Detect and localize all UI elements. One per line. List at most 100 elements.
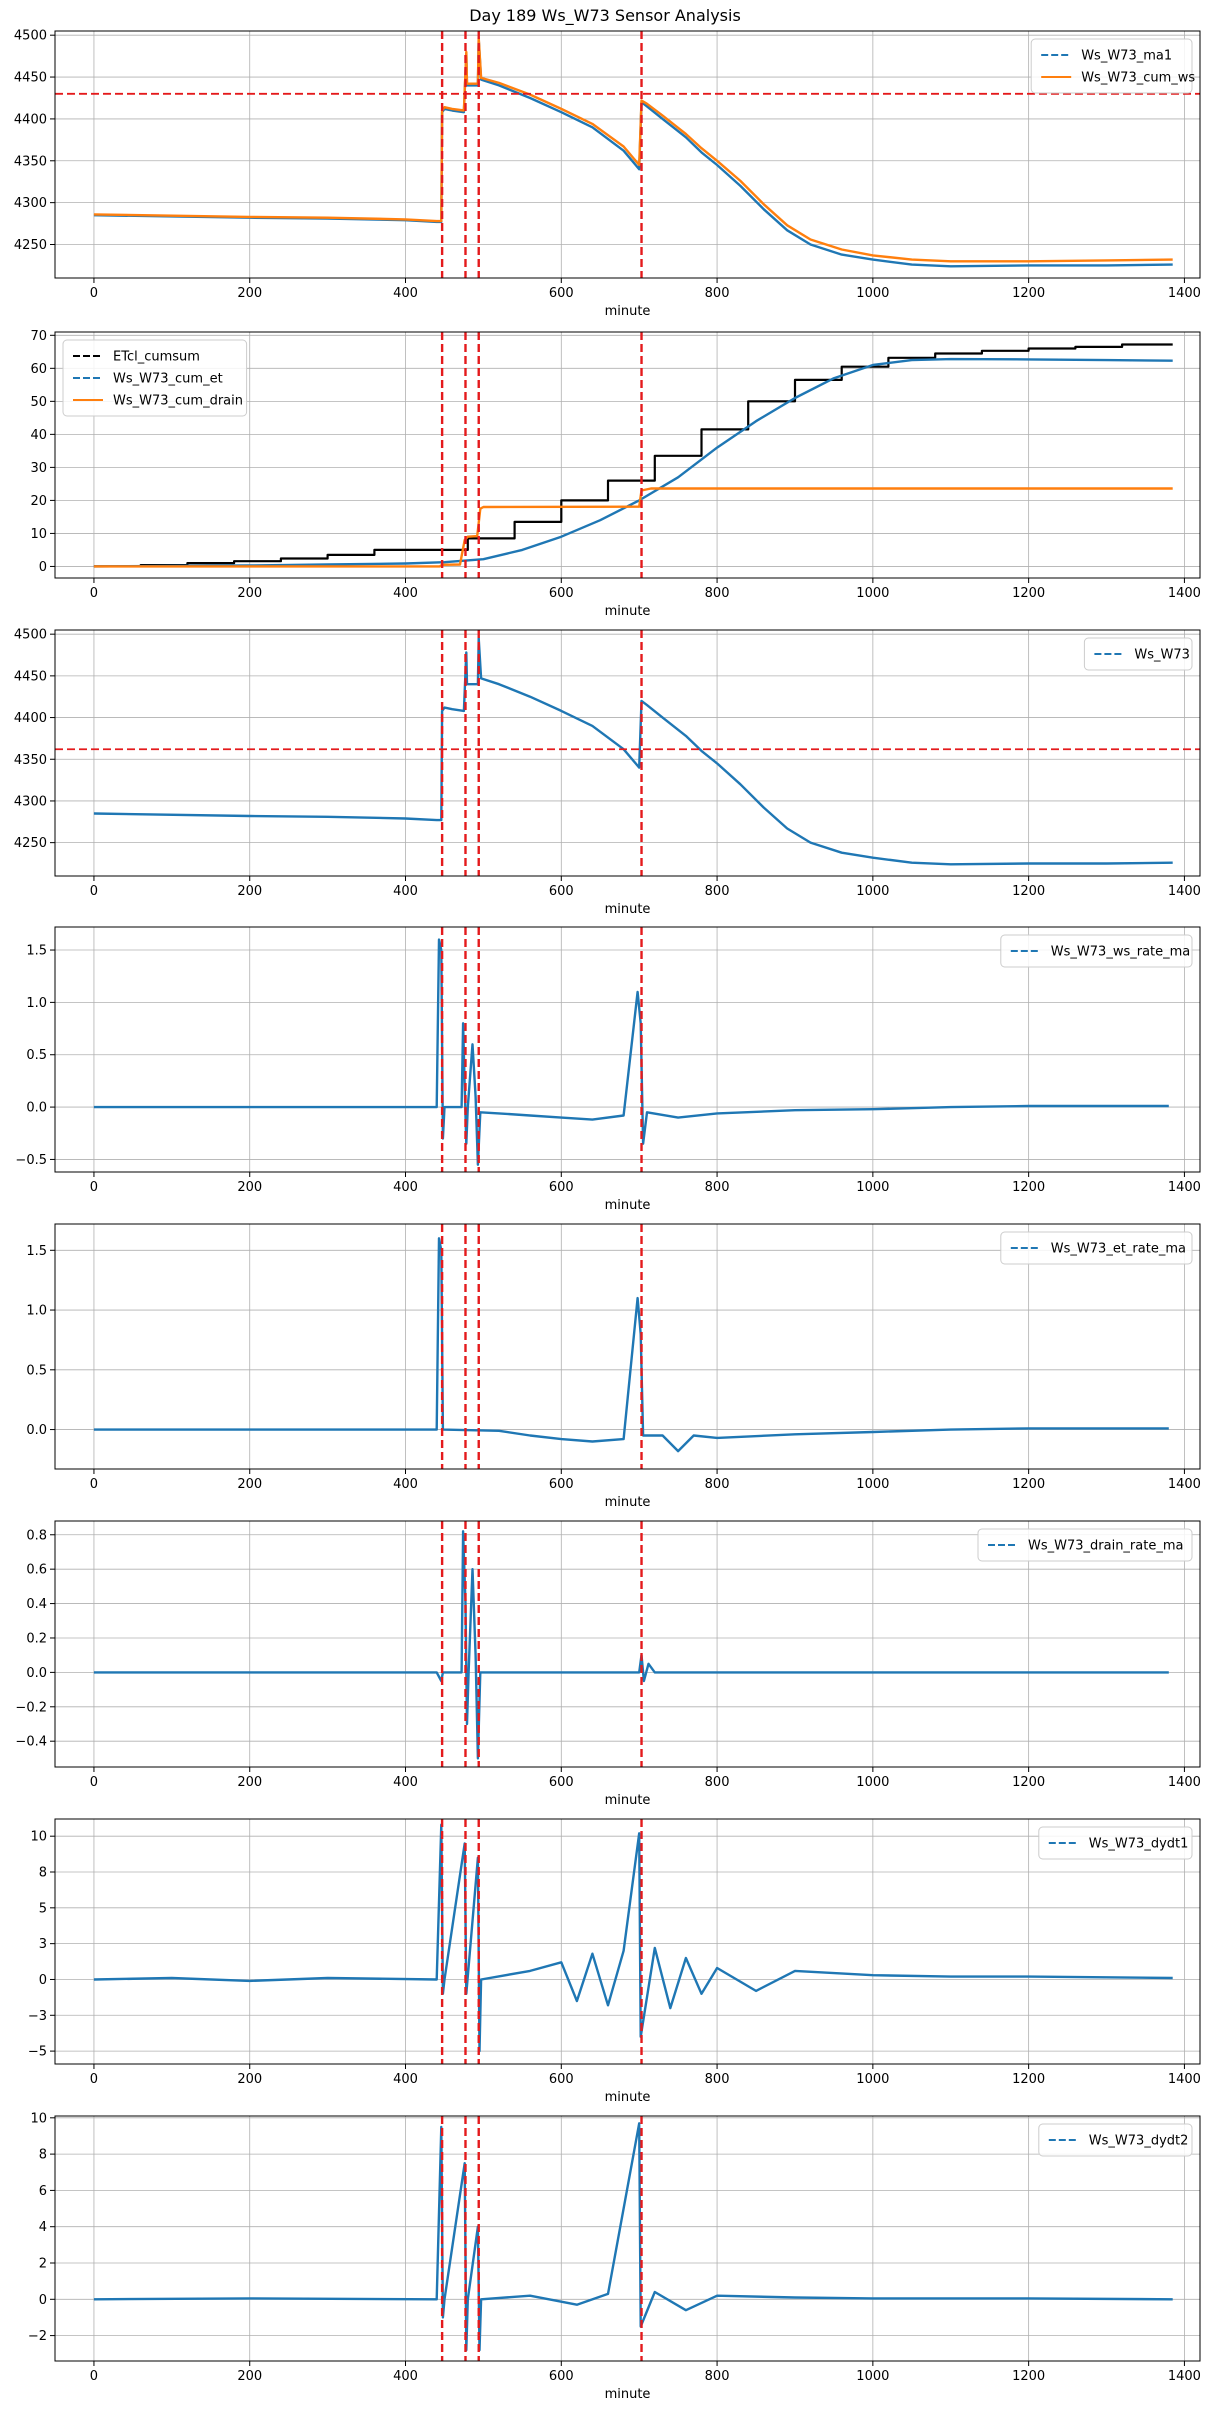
y-tick-label: 0.5 xyxy=(26,1363,47,1378)
x-tick-label: 1400 xyxy=(1168,1180,1201,1195)
y-tick-label: 0.4 xyxy=(26,1597,47,1612)
y-tick-label: 4400 xyxy=(14,711,47,726)
x-tick-label: 0 xyxy=(90,1180,98,1195)
y-tick-label: 2 xyxy=(39,2257,47,2272)
x-tick-label: 400 xyxy=(393,2072,418,2087)
x-tick-label: 1000 xyxy=(856,1775,889,1790)
y-tick-label: 10 xyxy=(30,2111,47,2126)
x-tick-label: 1200 xyxy=(1012,1477,1045,1492)
x-axis-label: minute xyxy=(605,1495,651,1510)
y-tick-label: −0.4 xyxy=(15,1735,47,1750)
x-tick-label: 0 xyxy=(90,2072,98,2087)
x-axis-label: minute xyxy=(605,604,651,619)
x-tick-label: 600 xyxy=(549,1180,574,1195)
x-tick-label: 800 xyxy=(705,586,730,601)
x-tick-label: 1400 xyxy=(1168,2072,1201,2087)
series-line-Ws_W73_cum_et xyxy=(93,357,1173,568)
plot-frame xyxy=(54,2115,1201,2362)
plot-frame xyxy=(54,1223,1201,1470)
x-axis-label: minute xyxy=(605,1198,651,1213)
legend: Ws_W73_ws_rate_ma xyxy=(1000,934,1193,968)
y-tick-label: 6 xyxy=(39,2184,47,2199)
chart-panel-2: 0 200 400 600 800 1000 1200 1400 0 10 20 30 40 50 60 70… xyxy=(30,329,1201,619)
series-line-Ws_W73_ma1 xyxy=(93,38,1173,268)
y-tick-label: 40 xyxy=(30,428,47,443)
y-tick-label: 0.8 xyxy=(26,1528,47,1543)
figure-title: Day 189 Ws_W73 Sensor Analysis xyxy=(469,6,741,26)
chart-panel-8: 0 200 400 600 800 1000 1200 1400 −2 0 2 4 6 8 10 minute… xyxy=(28,2111,1201,2402)
y-tick-label: 1.5 xyxy=(26,944,47,959)
x-tick-label: 800 xyxy=(705,1775,730,1790)
x-tick-label: 0 xyxy=(90,2369,98,2384)
legend: Ws_W73_dydt1 xyxy=(1038,1826,1193,1860)
y-tick-label: 0 xyxy=(39,1973,47,1988)
x-tick-label: 200 xyxy=(237,1477,262,1492)
y-tick-label: 4350 xyxy=(14,154,47,169)
legend-label: Ws_W73_drain_rate_ma xyxy=(1028,1539,1183,1554)
x-tick-label: 0 xyxy=(90,1477,98,1492)
legend-label: Ws_W73_cum_drain xyxy=(113,394,243,409)
x-axis-label: minute xyxy=(605,2090,651,2105)
x-tick-label: 1200 xyxy=(1012,1180,1045,1195)
x-tick-label: 400 xyxy=(393,1477,418,1492)
chart-panel-3: 0 200 400 600 800 1000 1200 1400 4250 4300 4350 440… xyxy=(14,628,1201,917)
x-tick-label: 800 xyxy=(705,1477,730,1492)
y-tick-label: 0 xyxy=(39,560,47,575)
x-tick-label: 1400 xyxy=(1168,286,1201,301)
y-tick-label: 4500 xyxy=(14,29,47,44)
y-tick-label: 4250 xyxy=(14,238,47,253)
x-tick-label: 200 xyxy=(237,1775,262,1790)
x-tick-label: 200 xyxy=(237,2369,262,2384)
legend: Ws_W73_ma1 Ws_W73_cum_ws xyxy=(1030,38,1195,94)
plot-frame xyxy=(54,629,1201,877)
y-tick-label: 1.0 xyxy=(26,996,47,1011)
y-tick-label: 30 xyxy=(30,461,47,476)
y-tick-label: −3 xyxy=(28,2009,47,2024)
y-tick-label: −2 xyxy=(28,2329,47,2344)
series-line-ETcl_cumsum xyxy=(93,343,1173,568)
x-tick-label: 1200 xyxy=(1012,586,1045,601)
x-tick-label: 0 xyxy=(90,884,98,899)
x-tick-label: 200 xyxy=(237,586,262,601)
x-tick-label: 1000 xyxy=(856,884,889,899)
series-line-Ws_W73 xyxy=(93,637,1173,866)
x-tick-label: 400 xyxy=(393,1775,418,1790)
x-tick-label: 1200 xyxy=(1012,2369,1045,2384)
legend-label: Ws_W73_et_rate_ma xyxy=(1051,1242,1186,1257)
chart-panel-5: 0 200 400 600 800 1000 1200 1400 0.0 0.5 1.0 1.5 min… xyxy=(26,1223,1201,1510)
x-tick-label: 600 xyxy=(549,2369,574,2384)
y-tick-label: 0.6 xyxy=(26,1563,47,1578)
legend-label: Ws_W73_cum_ws xyxy=(1081,71,1195,86)
x-tick-label: 200 xyxy=(237,286,262,301)
y-tick-label: 60 xyxy=(30,362,47,377)
y-tick-label: 10 xyxy=(30,527,47,542)
x-tick-label: 1400 xyxy=(1168,1477,1201,1492)
plot-frame xyxy=(54,30,1201,279)
series-line-Ws_W73_dydt1 xyxy=(93,1823,1173,2053)
series-line-Ws_W73_et_rate_ma xyxy=(93,1237,1169,1453)
x-tick-label: 400 xyxy=(393,1180,418,1195)
x-tick-label: 400 xyxy=(393,286,418,301)
legend-label: Ws_W73_dydt1 xyxy=(1089,1837,1189,1852)
x-tick-label: 1400 xyxy=(1168,2369,1201,2384)
x-tick-label: 1000 xyxy=(856,2072,889,2087)
y-tick-label: 70 xyxy=(30,329,47,344)
x-tick-label: 0 xyxy=(90,1775,98,1790)
x-axis-label: minute xyxy=(605,304,651,319)
x-tick-label: 1400 xyxy=(1168,884,1201,899)
x-tick-label: 800 xyxy=(705,884,730,899)
x-tick-label: 1200 xyxy=(1012,1775,1045,1790)
x-tick-label: 1000 xyxy=(856,2369,889,2384)
y-tick-label: 1.5 xyxy=(26,1244,47,1259)
plot-frame xyxy=(54,331,1201,579)
chart-panel-6: 0 200 400 600 800 1000 1200 1400 −0.4 −0.2 0.0 0.2 0… xyxy=(15,1520,1201,1808)
y-tick-label: −0.5 xyxy=(15,1153,47,1168)
legend: Ws_W73_et_rate_ma xyxy=(1000,1231,1193,1265)
y-tick-label: 4500 xyxy=(14,628,47,643)
y-tick-label: 8 xyxy=(39,2148,47,2163)
y-tick-label: 5 xyxy=(39,1901,47,1916)
y-tick-label: 1.0 xyxy=(26,1304,47,1319)
plot-frame xyxy=(54,1818,1201,2065)
x-tick-label: 1000 xyxy=(856,286,889,301)
x-tick-label: 600 xyxy=(549,1477,574,1492)
